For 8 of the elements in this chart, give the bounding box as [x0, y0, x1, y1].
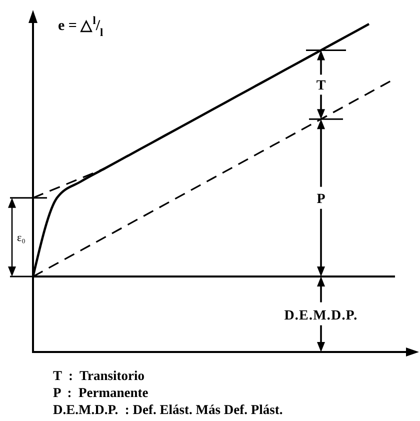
text: D.E.M.D.P. : Def. Elást. Más Def. Plást. [53, 402, 283, 417]
annotation: P [316, 192, 326, 207]
text: T : Transitorio [53, 368, 145, 383]
text: P : Permanente [53, 385, 148, 400]
text: ε₀ [17, 232, 26, 244]
annotation: D.E.M.D.P. [284, 308, 358, 324]
y-axis-title: e = △$^{l}$/$_{l}$ [58, 15, 104, 39]
annotation: T [316, 78, 326, 94]
